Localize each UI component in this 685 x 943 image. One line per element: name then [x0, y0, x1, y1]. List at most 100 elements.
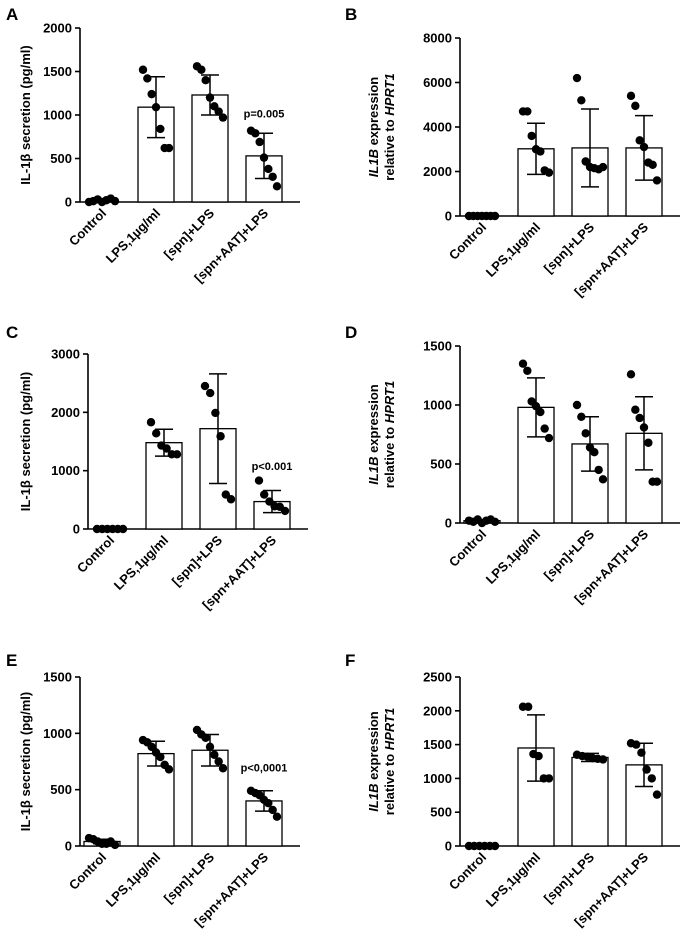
gene-name: IL1B [366, 149, 381, 177]
y-tick-label: 500 [50, 151, 72, 166]
y-axis-label-line1: IL1B expression [366, 384, 381, 484]
data-point [648, 160, 657, 170]
y-axis-label-text: expression [366, 77, 381, 149]
y-tick-label: 1000 [43, 108, 72, 123]
data-point [152, 429, 161, 438]
y-axis-label-line2: relative to HPRT1 [382, 381, 397, 488]
bar [571, 756, 609, 847]
data-point [206, 388, 215, 398]
x-tick-label: LPS,1µg/ml [111, 533, 171, 593]
x-tick-label: Control [446, 527, 489, 570]
data-point [280, 506, 290, 516]
data-point [200, 381, 210, 391]
data-point [272, 182, 282, 191]
data-point [626, 370, 636, 379]
data-point [118, 524, 128, 534]
y-tick-label: 2000 [43, 21, 72, 36]
data-point [214, 757, 223, 766]
y-axis-label-text: expression [366, 711, 381, 783]
data-point [156, 752, 165, 762]
y-axis-label-line2: relative to HPRT1 [382, 73, 397, 180]
panel-label: F [345, 651, 355, 670]
data-point [260, 490, 269, 499]
y-tick-label: 6000 [423, 75, 452, 90]
data-point [151, 102, 161, 112]
data-point [523, 366, 532, 375]
panel-label: A [6, 5, 18, 24]
data-point [218, 764, 228, 773]
y-tick-label: 4000 [423, 120, 452, 135]
x-tick-label: [spn]+LPS [169, 532, 226, 589]
data-point [264, 798, 273, 808]
x-tick-label: [spn]+LPS [161, 205, 218, 262]
y-axis-label: IL-1β secretion (pg/ml) [18, 692, 33, 831]
x-tick-label: [spn]+LPS [541, 526, 598, 583]
data-point [490, 517, 500, 527]
data-point [652, 790, 662, 799]
data-point [226, 495, 236, 504]
x-tick-label: LPS,1µg/ml [103, 206, 163, 266]
panel-d: D 0 500 1000 1500 IL1B expression relative to … [345, 323, 680, 606]
panel-label: D [345, 323, 357, 342]
panel-label: B [345, 5, 357, 24]
data-point [164, 143, 174, 153]
data-point [631, 405, 640, 414]
data-point [631, 101, 640, 111]
data-point [637, 748, 646, 757]
y-tick-label: 500 [430, 457, 452, 472]
data-point [518, 359, 528, 368]
data-point [143, 74, 152, 83]
data-point [251, 129, 260, 138]
data-point [577, 96, 586, 105]
y-axis-label-line1: IL1B expression [366, 711, 381, 811]
y-tick-label: 0 [445, 839, 452, 854]
data-point [205, 93, 215, 102]
y-tick-label: 0 [65, 195, 72, 210]
y-tick-label: 500 [50, 782, 72, 797]
data-point [268, 172, 277, 181]
data-point [147, 89, 156, 99]
y-axis-label-line1: IL1B expression [366, 77, 381, 177]
y-tick-label: 1000 [51, 463, 80, 478]
data-point [490, 211, 500, 221]
panel-b: B 0 2000 4000 6000 8000 IL1B expression relativ… [345, 5, 680, 299]
y-tick-label: 8000 [423, 31, 452, 46]
reference-gene-name: HPRT1 [382, 381, 397, 423]
data-point [598, 475, 608, 484]
data-point [590, 448, 599, 457]
data-point [639, 142, 649, 152]
data-point [254, 476, 264, 485]
data-point [598, 162, 608, 172]
y-tick-label: 500 [430, 805, 452, 820]
panel-f: F 0 500 1000 1500 2000 2500 IL1B expression rela… [345, 651, 680, 929]
data-point [652, 477, 662, 486]
x-tick-label: LPS,1µg/ml [483, 220, 543, 280]
data-point [156, 124, 165, 134]
data-point [172, 450, 182, 459]
x-tick-label: [spn]+LPS [541, 849, 598, 906]
data-point [598, 755, 608, 764]
data-point [531, 401, 541, 411]
y-tick-label: 0 [445, 209, 452, 224]
y-tick-label: 1500 [43, 670, 72, 685]
y-tick-label: 1000 [43, 726, 72, 741]
gene-name: IL1B [366, 784, 381, 812]
p-value-annotation: p<0,0001 [241, 763, 288, 775]
reference-gene-name: HPRT1 [382, 73, 397, 115]
data-point [216, 432, 225, 441]
y-axis-label-text: relative to [382, 116, 397, 181]
data-point [162, 444, 171, 453]
data-point [264, 164, 273, 174]
y-axis-label: IL-1β secretion (pg/ml) [18, 45, 33, 184]
data-point [201, 76, 210, 85]
data-point [647, 774, 656, 783]
x-tick-label: Control [66, 850, 109, 893]
data-point [544, 774, 554, 783]
x-tick-label: LPS,1µg/ml [483, 850, 543, 910]
y-axis-label-text: relative to [382, 750, 397, 815]
data-point [642, 765, 651, 774]
data-point [214, 107, 223, 116]
y-axis-label-line2: relative to HPRT1 [382, 708, 397, 815]
data-point [205, 742, 215, 752]
data-point [523, 107, 532, 116]
